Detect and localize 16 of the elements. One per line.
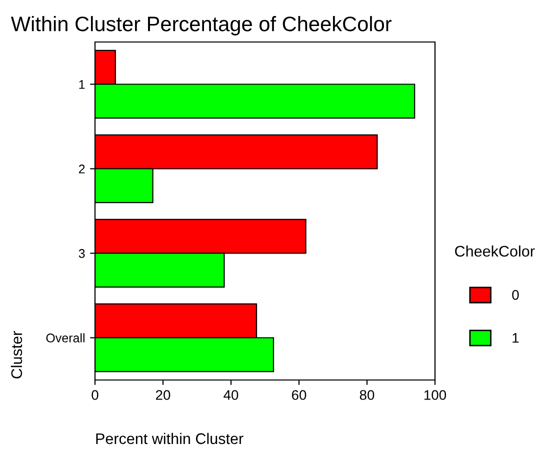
y-axis-title: Cluster [10,331,22,378]
y-tick-label: 2 [78,164,85,174]
x-axis-title: Percent within Cluster [96,432,244,444]
x-tick-label: 80 [360,390,374,400]
legend-label: 0 [512,290,519,300]
x-tick-label: 20 [156,390,170,400]
legend-title: CheekColor [455,245,535,257]
y-tick-label: 3 [78,249,85,258]
y-tick-label: Overall [46,333,84,342]
legend-label: 1 [512,333,519,343]
chart-title: Within Cluster Percentage of CheekColor [10,16,392,36]
x-tick-label: 60 [292,390,306,400]
x-tick-label: 40 [224,390,238,400]
x-tick-label: 100 [424,390,446,400]
x-tick-label: 0 [92,390,98,400]
y-tick-label: 1 [79,80,85,89]
